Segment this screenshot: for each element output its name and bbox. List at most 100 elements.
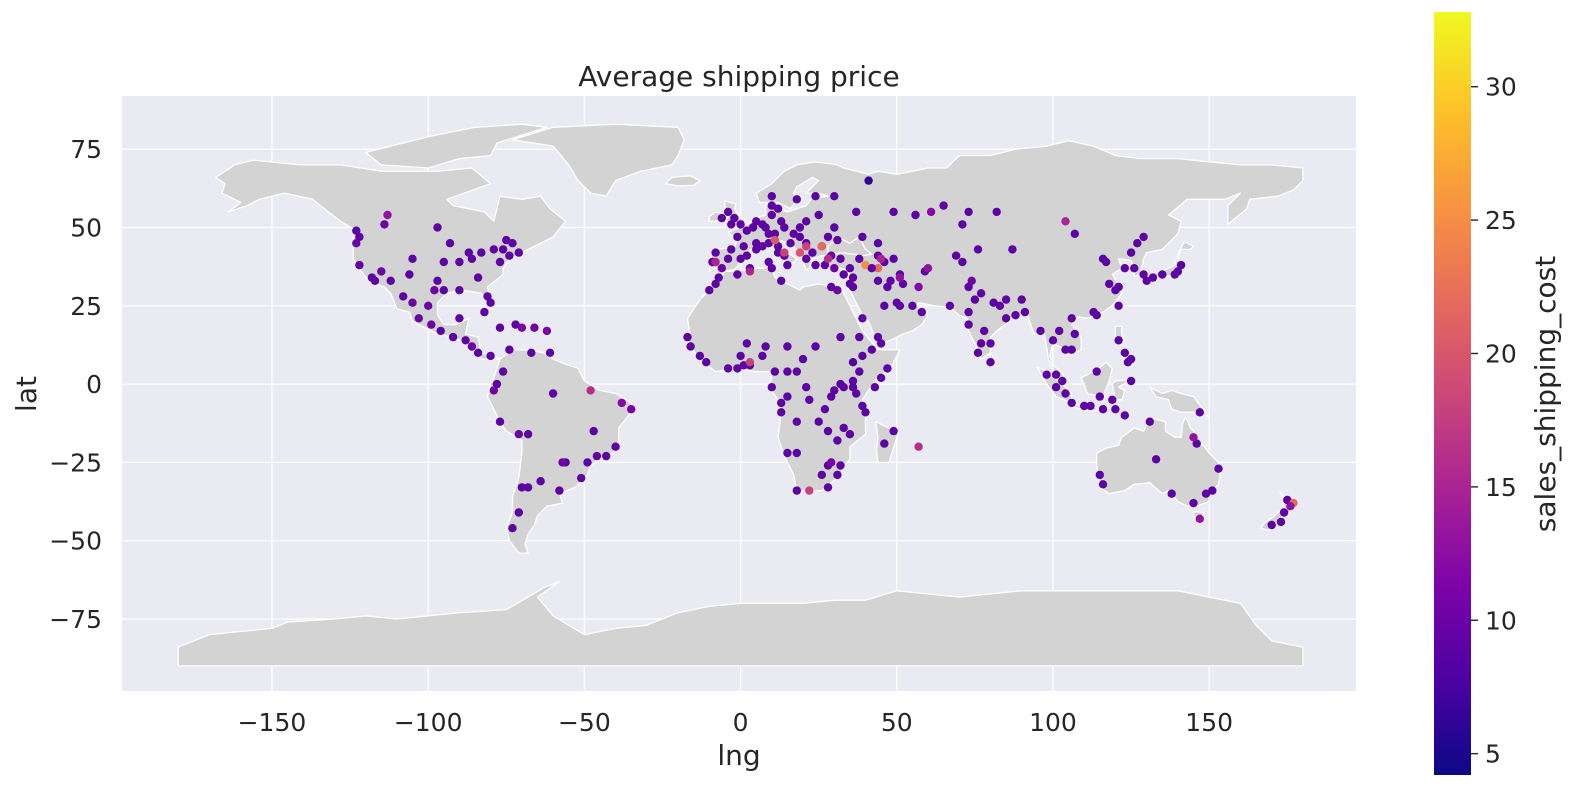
data-point	[1108, 395, 1117, 404]
data-point	[951, 251, 961, 260]
data-point	[876, 339, 886, 348]
colorbar-tick-label: 15	[1485, 473, 1517, 502]
x-tick-label: 0	[733, 708, 749, 737]
data-point	[792, 367, 801, 376]
data-point	[1139, 232, 1148, 242]
data-point	[1208, 486, 1217, 495]
data-point	[702, 358, 711, 367]
data-point	[1051, 383, 1061, 392]
data-point	[795, 248, 805, 257]
data-point	[1170, 270, 1180, 279]
data-point	[408, 298, 417, 307]
data-point	[711, 248, 720, 257]
data-point	[989, 298, 998, 307]
data-point	[823, 483, 833, 492]
colorbar-tick-label: 10	[1485, 606, 1517, 635]
data-point	[827, 458, 836, 467]
y-tick-label: 25	[70, 292, 102, 321]
data-point	[1126, 376, 1136, 386]
data-point	[439, 257, 448, 267]
data-point	[736, 220, 745, 229]
data-point	[467, 254, 477, 263]
data-point	[876, 254, 886, 263]
data-point	[964, 307, 973, 317]
data-point	[502, 235, 511, 245]
data-point	[723, 254, 733, 263]
data-point	[495, 257, 505, 267]
data-point	[1133, 239, 1142, 248]
data-point	[833, 436, 842, 445]
data-point	[1195, 408, 1205, 417]
data-point	[802, 254, 811, 263]
data-point	[433, 223, 442, 232]
data-point	[723, 364, 733, 373]
data-point	[1130, 264, 1139, 273]
data-point	[845, 264, 855, 273]
data-point	[495, 417, 505, 426]
data-point	[1201, 489, 1211, 498]
data-point	[802, 217, 811, 226]
data-point	[436, 326, 445, 336]
data-point	[792, 195, 801, 204]
data-point	[945, 301, 955, 310]
data-point	[511, 320, 520, 329]
data-point	[914, 282, 923, 292]
data-point	[870, 383, 880, 392]
data-point	[1080, 401, 1089, 411]
data-point	[492, 379, 502, 389]
data-point	[1114, 282, 1123, 292]
data-point	[1195, 514, 1205, 523]
x-tick-label: −150	[238, 708, 307, 737]
data-point	[1070, 229, 1080, 238]
data-point	[917, 307, 926, 317]
data-point	[761, 342, 770, 351]
data-point	[939, 201, 948, 210]
data-point	[986, 339, 995, 348]
data-point	[548, 389, 558, 398]
land-polygon	[664, 175, 701, 187]
data-point	[802, 383, 811, 392]
data-point	[889, 207, 898, 217]
plot-area	[122, 96, 1356, 691]
data-point	[873, 239, 883, 248]
data-point	[742, 251, 751, 260]
data-point	[717, 213, 726, 223]
data-point	[926, 207, 936, 217]
data-point	[486, 351, 495, 361]
data-point	[1067, 398, 1076, 408]
data-point	[711, 257, 720, 267]
data-point	[783, 392, 792, 401]
data-point	[355, 232, 364, 242]
data-point	[355, 260, 364, 270]
data-point	[898, 279, 908, 289]
y-tick-label: −50	[49, 527, 102, 556]
data-points	[352, 176, 1298, 533]
data-point	[1070, 329, 1080, 339]
data-point	[1061, 217, 1070, 226]
data-point	[611, 442, 620, 451]
data-point	[530, 323, 539, 332]
data-point	[508, 239, 517, 248]
data-point	[761, 223, 770, 232]
data-point	[505, 345, 514, 354]
data-point	[802, 242, 811, 251]
data-point	[795, 223, 805, 232]
data-point	[836, 379, 845, 389]
data-point	[867, 264, 876, 273]
data-point	[480, 307, 489, 317]
data-point	[514, 508, 523, 517]
data-point	[980, 326, 989, 336]
data-point	[827, 392, 836, 401]
data-point	[380, 220, 389, 229]
data-point	[1055, 326, 1064, 336]
data-point	[445, 239, 455, 248]
data-point	[1167, 489, 1176, 498]
colorbar-gradient	[1434, 12, 1471, 775]
data-point	[852, 389, 861, 398]
data-point	[976, 339, 986, 348]
data-point	[820, 260, 830, 270]
data-point	[592, 451, 602, 461]
data-point	[873, 332, 883, 342]
data-point	[777, 217, 786, 226]
data-point	[1067, 345, 1076, 354]
